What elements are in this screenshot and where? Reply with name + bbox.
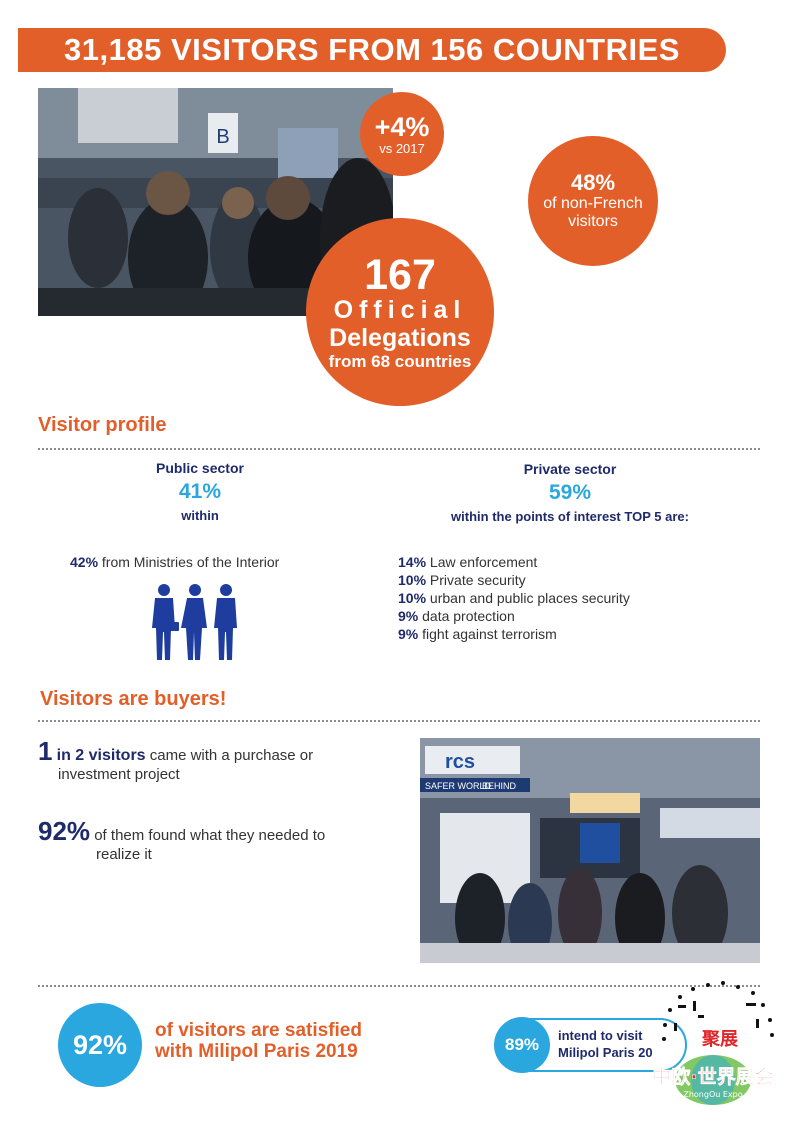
delegations-line2: Delegations bbox=[329, 323, 471, 352]
buyers-stat-1-text2: investment project bbox=[58, 766, 180, 783]
public-sector-block: Public sector 41% within bbox=[100, 460, 300, 523]
watermark-en: ZhongOu Expo bbox=[683, 1090, 742, 1099]
satisfaction-badge: 92% bbox=[58, 1003, 142, 1087]
exhibition-booth-photo: rcs SAFER WORLD BEHIND bbox=[420, 738, 760, 963]
non-french-badge: 48% of non-French visitors bbox=[528, 136, 658, 266]
divider bbox=[38, 985, 760, 987]
buyers-stat-1: 1 in 2 visitors came with a purchase or … bbox=[38, 738, 398, 784]
private-sector-sub: within the points of interest TOP 5 are: bbox=[451, 509, 689, 524]
list-item: 9% fight against terrorism bbox=[398, 626, 557, 642]
watermark-logo: 聚展 中欧·世界展会 ZhongOu Expo bbox=[638, 975, 788, 1115]
non-french-value: 48% bbox=[570, 170, 616, 195]
satisfaction-text: of visitors are satisfied with Milipol P… bbox=[155, 1020, 362, 1062]
buyers-stat-1-big: 1 bbox=[38, 736, 53, 766]
non-french-line1: of non-French bbox=[543, 195, 643, 212]
intend-text: intend to visit Milipol Paris 20 bbox=[558, 1027, 653, 1061]
satisfaction-line1: of visitors are satisfied bbox=[155, 1020, 362, 1041]
ministries-line: 42% from Ministries of the Interior bbox=[70, 554, 279, 570]
growth-value: +4% bbox=[374, 111, 430, 142]
growth-badge: +4% vs 2017 bbox=[360, 92, 444, 176]
people-icon bbox=[150, 582, 240, 667]
buyers-title: Visitors are buyers! bbox=[40, 688, 227, 710]
booth-logo: rcs bbox=[445, 751, 475, 773]
intend-badge: 89% bbox=[494, 1017, 550, 1073]
delegations-badge: 167 Official Delegations from 68 countri… bbox=[306, 218, 494, 406]
ministries-percent: 42% bbox=[70, 554, 99, 570]
buyers-stat-2-big: 92% bbox=[38, 816, 91, 846]
list-item: 10% Private security bbox=[398, 572, 526, 588]
list-item: 9% data protection bbox=[398, 608, 515, 624]
buyers-stat-2-text1: of them found what they needed to bbox=[94, 827, 326, 844]
divider bbox=[38, 448, 760, 450]
watermark-cn1: 聚展 bbox=[701, 1029, 739, 1050]
private-sector-block: Private sector 59% within the points of … bbox=[420, 461, 720, 524]
buyers-stat-1-text1: came with a purchase or bbox=[149, 747, 314, 764]
private-interest-list: 14% Law enforcement 10% Private security… bbox=[398, 553, 630, 643]
list-item: 10% urban and public places security bbox=[398, 590, 630, 606]
intend-line1: intend to visit bbox=[558, 1028, 643, 1043]
delegations-line1: Official bbox=[333, 295, 467, 324]
intend-line2: Milipol Paris 20 bbox=[558, 1045, 653, 1060]
crowd-photo: B bbox=[38, 88, 393, 316]
growth-label: vs 2017 bbox=[379, 140, 425, 156]
booth-slogan-2: BEHIND bbox=[482, 781, 517, 791]
non-french-line2: visitors bbox=[568, 213, 618, 230]
delegations-value: 167 bbox=[364, 250, 436, 299]
public-sector-sub: within bbox=[181, 508, 219, 523]
booth-sign: B bbox=[216, 126, 229, 148]
headline-banner: 31,185 VISITORS FROM 156 COUNTRIES bbox=[18, 28, 726, 72]
buyers-stat-2: 92% of them found what they needed to re… bbox=[38, 818, 398, 864]
buyers-stat-2-text2: realize it bbox=[96, 846, 152, 863]
private-sector-heading: Private sector bbox=[523, 461, 617, 477]
ministries-text: from Ministries of the Interior bbox=[101, 554, 280, 570]
delegations-line3: from 68 countries bbox=[328, 351, 472, 371]
booth-slogan: SAFER WORLD bbox=[425, 781, 492, 791]
public-sector-percent: 41% bbox=[178, 480, 222, 503]
divider bbox=[38, 720, 760, 722]
buyers-stat-1-mid: in 2 visitors bbox=[56, 747, 146, 764]
public-sector-heading: Public sector bbox=[156, 460, 244, 476]
visitor-profile-title: Visitor profile bbox=[38, 414, 167, 436]
watermark-cn2: 中欧·世界展会 bbox=[652, 1065, 773, 1088]
list-item: 14% Law enforcement bbox=[398, 554, 538, 570]
satisfaction-line2: with Milipol Paris 2019 bbox=[155, 1041, 358, 1062]
private-sector-percent: 59% bbox=[548, 481, 592, 504]
